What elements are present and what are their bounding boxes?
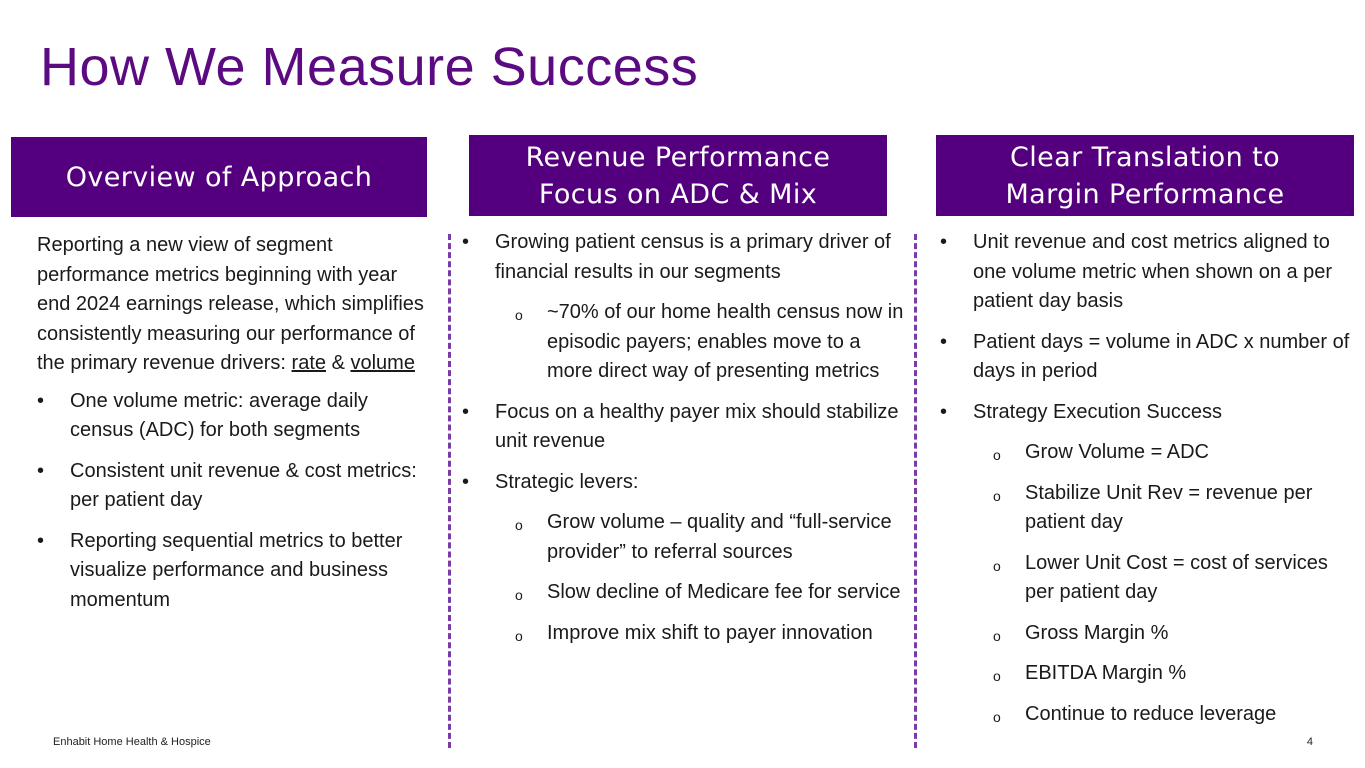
rate-term: rate (291, 352, 327, 374)
bullet-item: Consistent unit revenue & cost metrics: … (37, 457, 432, 516)
page-title: How We Measure Success (40, 37, 699, 97)
header-overview-of-approach: Overview of Approach (11, 137, 427, 217)
header-line: Clear Translation to (1009, 141, 1280, 173)
column-overview: Reporting a new view of segment performa… (37, 231, 432, 626)
header-line: Focus on ADC & Mix (538, 178, 818, 210)
bullet-item: Strategic levers: (462, 468, 908, 498)
sub-bullet-item: Stabilize Unit Rev = revenue per patient… (940, 479, 1358, 538)
sub-bullet-item: Slow decline of Medicare fee for service (462, 578, 908, 610)
sub-bullet-item: Gross Margin % (940, 619, 1358, 650)
column-divider (914, 234, 917, 748)
bullet-item: One volume metric: average daily census … (37, 387, 432, 446)
column-revenue-performance: Growing patient census is a primary driv… (462, 228, 908, 659)
intro-paragraph: Reporting a new view of segment performa… (37, 231, 432, 379)
header-margin-performance: Clear Translation to Margin Performance (936, 135, 1354, 216)
ampersand: & (326, 352, 351, 374)
intro-text: Reporting a new view of segment performa… (37, 234, 424, 374)
bullet-item: Focus on a healthy payer mix should stab… (462, 398, 908, 457)
column-divider (448, 234, 451, 748)
header-line: Overview of Approach (65, 161, 373, 193)
bullet-item: Patient days = volume in ADC x number of… (940, 328, 1358, 387)
sub-bullet-item: Lower Unit Cost = cost of services per p… (940, 549, 1358, 608)
header-line: Margin Performance (1005, 178, 1285, 210)
page-number: 4 (1306, 736, 1313, 748)
bullet-item: Growing patient census is a primary driv… (462, 228, 908, 287)
sub-bullet-item: Continue to reduce leverage (940, 700, 1358, 731)
header-revenue-performance: Revenue Performance Focus on ADC & Mix (469, 135, 887, 216)
bullet-item: Unit revenue and cost metrics aligned to… (940, 228, 1358, 317)
bullet-item: Strategy Execution Success (940, 398, 1358, 428)
volume-term: volume (350, 352, 415, 374)
sub-bullet-item: ~70% of our home health census now in ep… (462, 298, 908, 387)
sub-bullet-item: Grow Volume = ADC (940, 438, 1358, 470)
sub-bullet-item: Grow volume – quality and “full-service … (462, 508, 908, 567)
column-margin-performance: Unit revenue and cost metrics aligned to… (940, 228, 1358, 740)
header-line: Revenue Performance (525, 141, 831, 173)
sub-bullet-item: Improve mix shift to payer innovation (462, 619, 908, 650)
bullet-item: Reporting sequential metrics to better v… (37, 527, 432, 616)
footer-company: Enhabit Home Health & Hospice (53, 736, 211, 748)
sub-bullet-item: EBITDA Margin % (940, 659, 1358, 691)
